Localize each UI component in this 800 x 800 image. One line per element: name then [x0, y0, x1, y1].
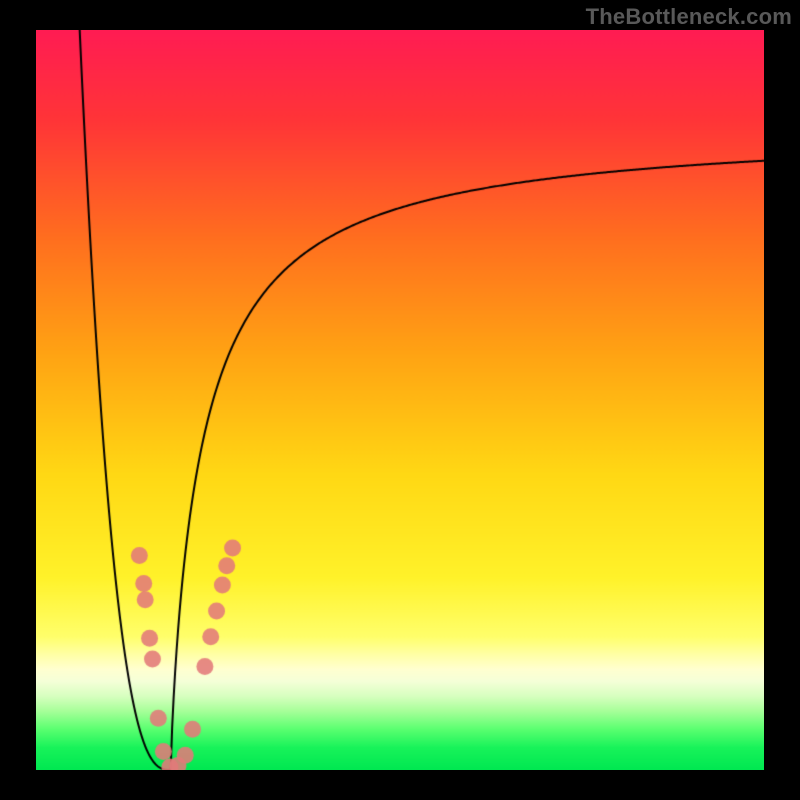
bottleneck-curve: [0, 0, 800, 800]
plot-border-top: [0, 0, 800, 30]
chart-stage: TheBottleneck.com: [0, 0, 800, 800]
plot-border-bottom: [0, 770, 800, 800]
plot-border-left: [0, 30, 36, 770]
plot-border-right: [764, 30, 800, 770]
